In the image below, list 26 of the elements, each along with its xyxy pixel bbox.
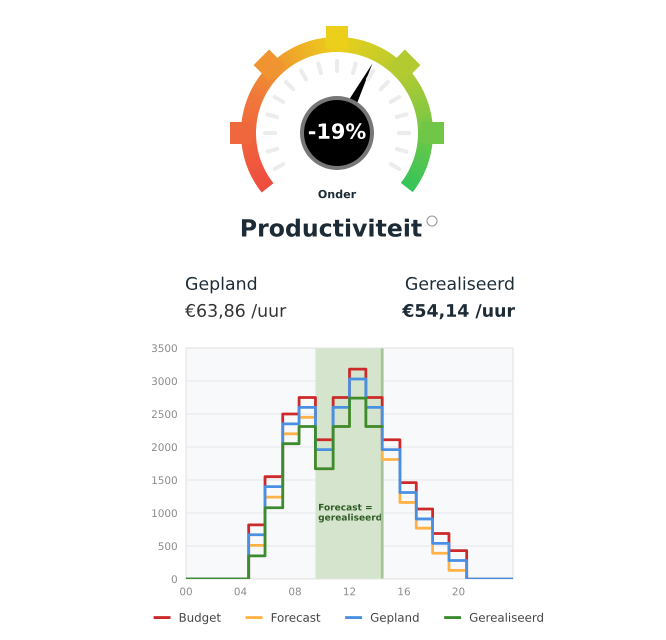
x-tick-label: 00 [180, 588, 192, 596]
y-tick-label: 0 [172, 575, 177, 584]
text: Onder [318, 190, 356, 198]
y-tick-label: 3500 [152, 344, 177, 352]
y-tick-label: 3000 [152, 377, 177, 386]
x-tick-label: 12 [344, 588, 356, 596]
text: €63,86 /uur [185, 304, 286, 319]
y-tick-label: 500 [158, 542, 177, 550]
x-tick-label: 20 [452, 588, 464, 596]
x-tick-label: 16 [398, 588, 410, 596]
text: Productiviteit [242, 218, 422, 237]
legend-label: Gerealiseerd [470, 612, 543, 622]
y-tick-label: 2500 [152, 410, 177, 418]
y-tick-label: 1500 [152, 476, 177, 484]
y-tick-label: 2000 [152, 443, 177, 452]
x-tick-label: 04 [234, 588, 247, 596]
text: Gepland [186, 276, 256, 294]
text: Gerealiseerd [406, 276, 514, 290]
band-label: Forecast = gerealiseerd [318, 504, 382, 522]
text: -19% [308, 123, 366, 140]
legend-label: Budget [180, 612, 221, 624]
y-tick-label: 1000 [152, 509, 177, 518]
x-tick-label: 08 [289, 588, 301, 596]
legend-label: Gepland [370, 612, 418, 624]
legend-label: Forecast [272, 613, 320, 622]
text: €54,14 /uur [402, 304, 515, 320]
